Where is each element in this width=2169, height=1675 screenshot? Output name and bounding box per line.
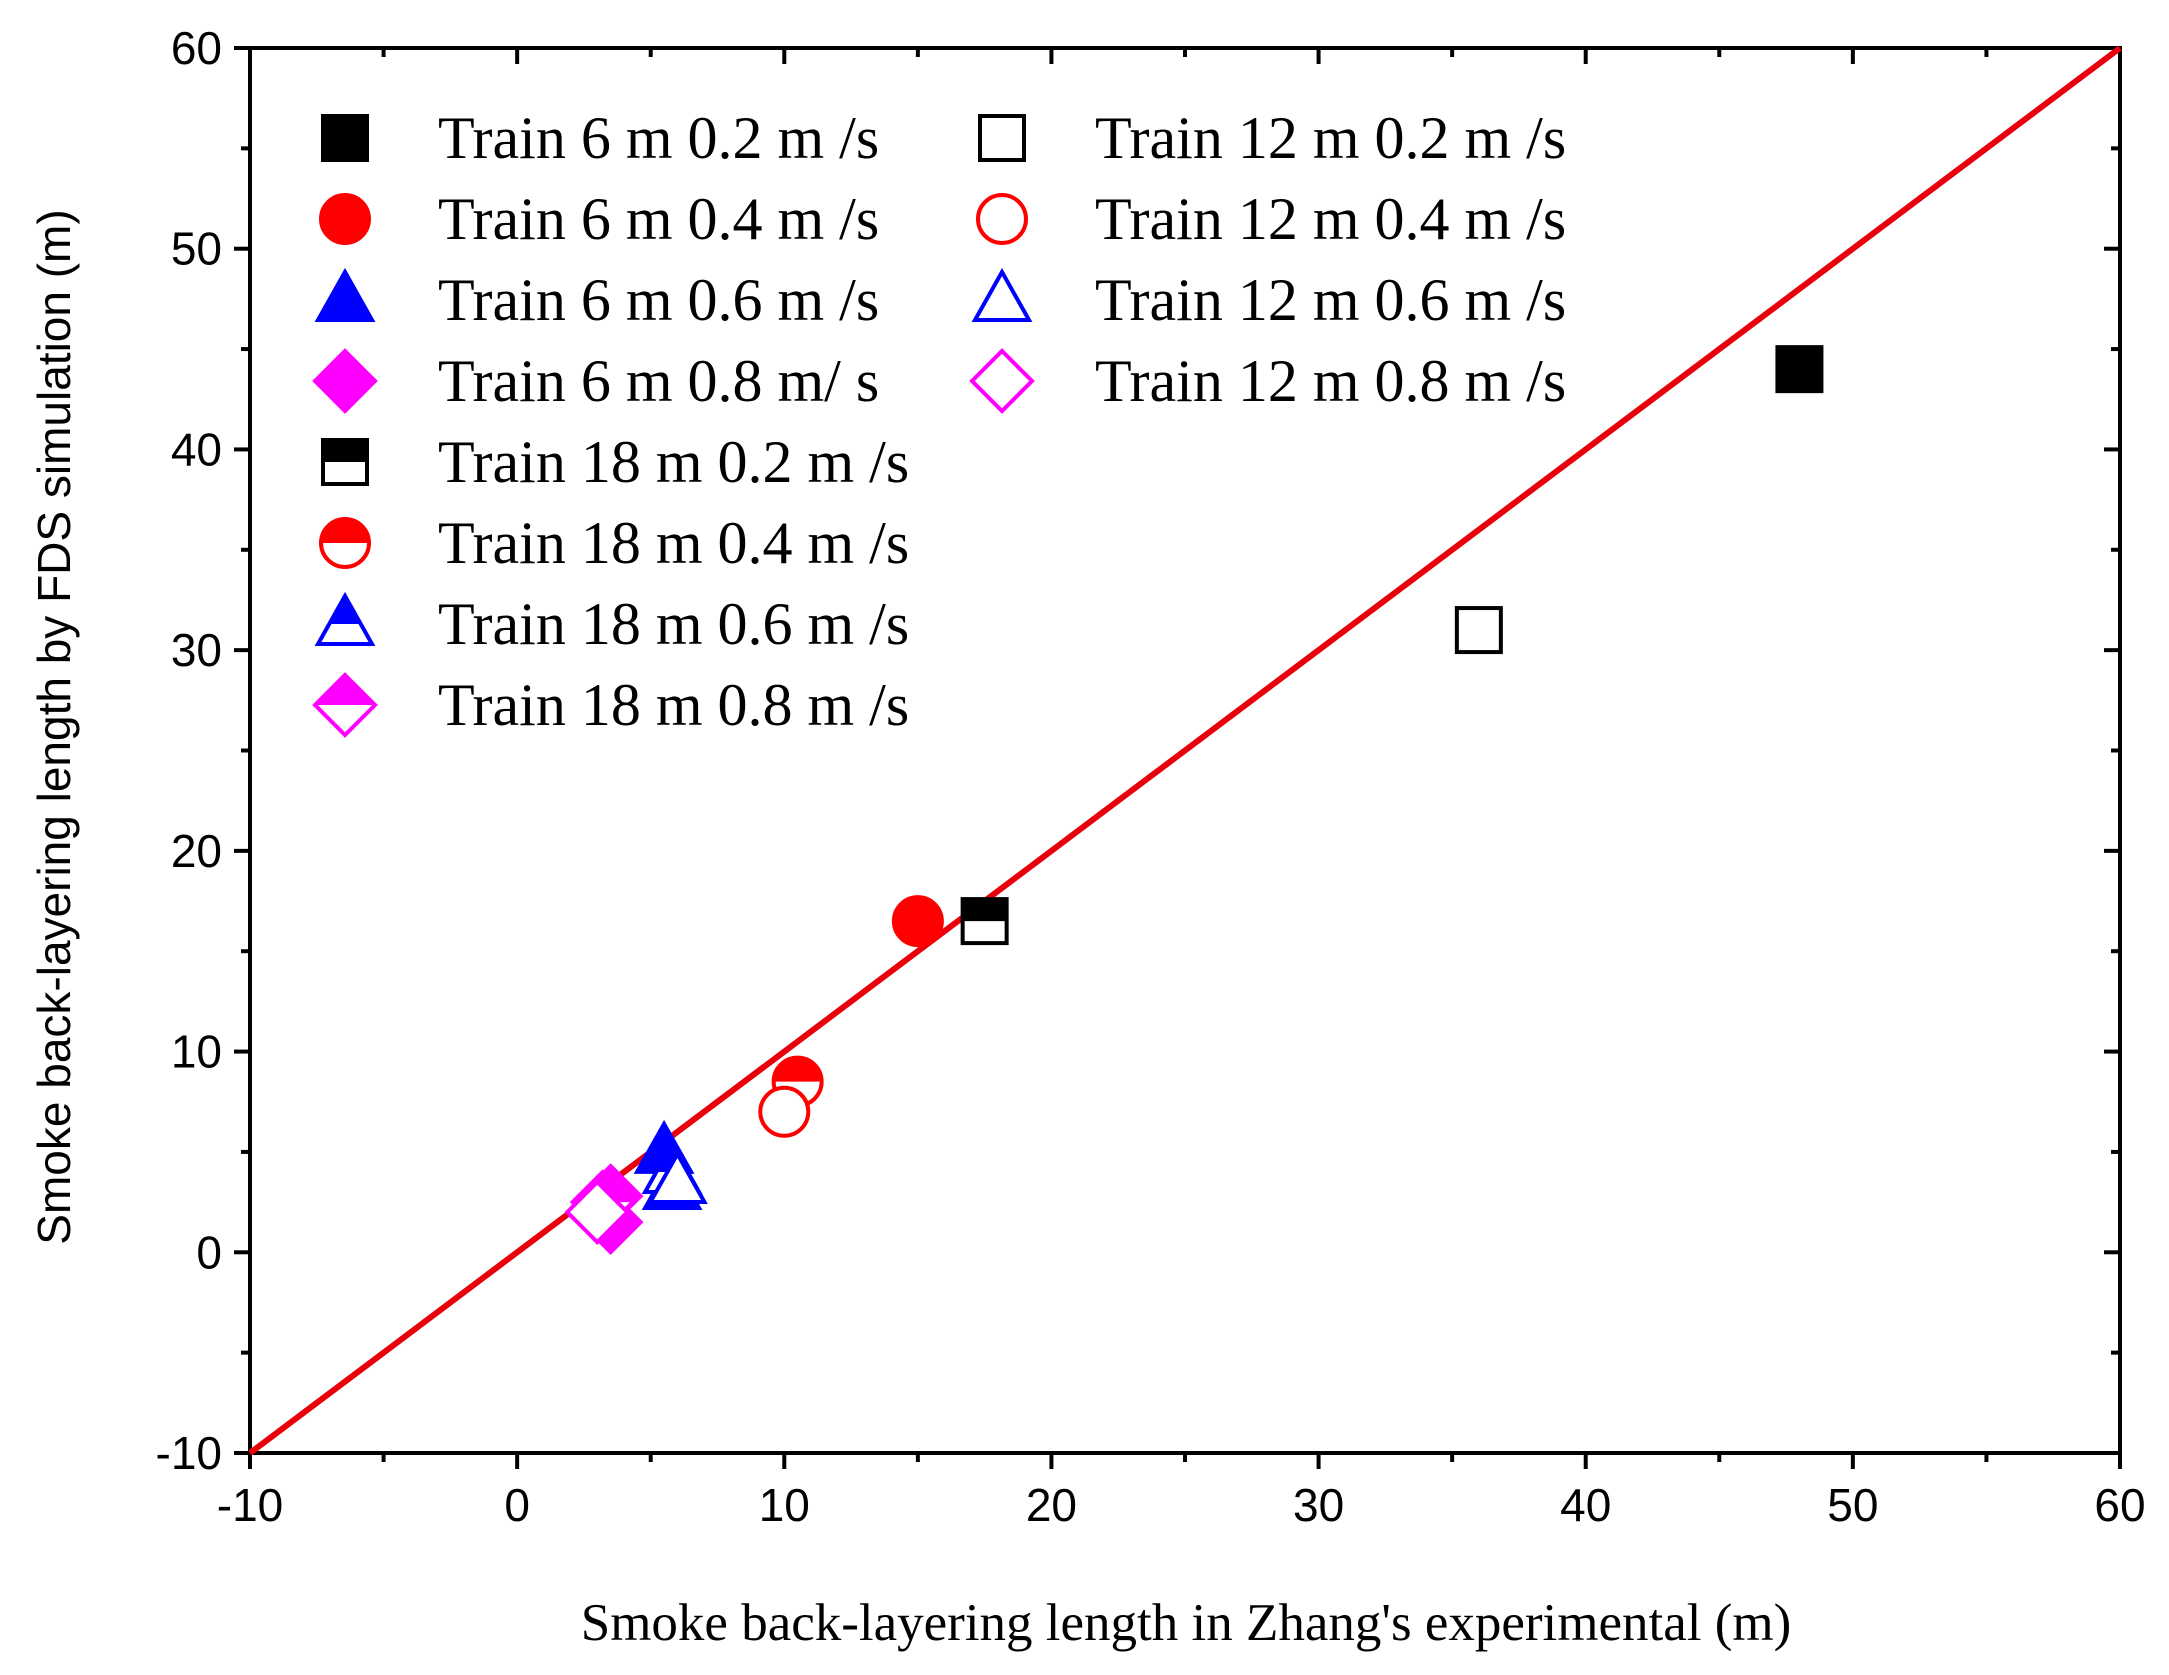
legend-marker [321,438,369,486]
legend-label: Train 12 m 0.2 m /s [1095,105,1566,171]
legend-marker [314,591,376,646]
legend-label: Train 6 m 0.4 m /s [438,186,879,252]
reference-line-layer [248,45,2122,1456]
x-tick-label: -10 [217,1479,283,1531]
legend-item: Train 6 m 0.2 m /s [321,105,879,171]
y-tick-label: 50 [171,223,222,275]
x-tick-label: 30 [1293,1479,1344,1531]
data-point [758,1085,811,1138]
legend-item: Train 6 m 0.8 m/ s [312,348,879,414]
y-axis-title: Smoke back-layering length by FDS simula… [28,209,80,1244]
legend-label: Train 18 m 0.4 m /s [438,510,909,576]
legend-item: Train 18 m 0.8 m /s [312,672,909,738]
y-tick-label: 30 [171,624,222,676]
y-tick-label: -10 [156,1427,222,1479]
legend-label: Train 12 m 0.4 m /s [1095,186,1566,252]
data-point [891,895,944,948]
legend-label: Train 12 m 0.6 m /s [1095,267,1566,333]
x-tick-label: 10 [759,1479,810,1531]
legend-label: Train 18 m 0.6 m /s [438,591,909,657]
legend-label: Train 6 m 0.8 m/ s [438,348,879,414]
legend-marker [312,348,378,414]
legend-label: Train 18 m 0.8 m /s [438,672,909,738]
y-tick-label: 60 [171,22,222,74]
legend-marker [319,193,371,245]
legend-item: Train 6 m 0.6 m /s [314,267,879,333]
x-tick-label: 50 [1827,1479,1878,1531]
legend-item: Train 12 m 0.2 m /s [978,105,1566,171]
legend-marker [971,267,1033,322]
data-point [647,1149,708,1205]
legend-label: Train 18 m 0.2 m /s [438,429,909,495]
legend-item: Train 18 m 0.4 m /s [319,510,909,576]
plot-area: -10 0 10 20 30 40 50 60 -10 0 10 20 30 40 50 60 [156,22,2146,1531]
legend-item: Train 12 m 0.8 m /s [969,348,1566,414]
legend-item: Train 12 m 0.6 m /s [971,267,1566,333]
legend-item: Train 18 m 0.2 m /s [321,429,909,495]
legend-marker [969,348,1035,414]
legend-marker [976,193,1028,245]
legend-marker [978,114,1026,162]
data-point [1454,606,1503,655]
y-tick-label: 0 [196,1226,222,1278]
data-point [1775,345,1824,394]
legend: Train 6 m 0.2 m /s Train 6 m 0.4 m /s Trai… [312,105,1566,738]
x-tick-label: 0 [504,1479,530,1531]
y-tick-label: 10 [171,1026,222,1078]
legend-label: Train 6 m 0.2 m /s [438,105,879,171]
data-point [960,897,1009,946]
legend-item: Train 6 m 0.4 m /s [319,186,879,252]
y-tick-label: 20 [171,825,222,877]
x-axis-title: Smoke back-layering length in Zhang's ex… [581,1594,1792,1652]
legend-item: Train 18 m 0.6 m /s [314,591,909,657]
legend-marker [312,672,378,738]
y-tick-label: 40 [171,423,222,475]
x-tick-label: 60 [2094,1479,2145,1531]
legend-marker [321,114,369,162]
legend-marker [319,517,371,569]
legend-label: Train 12 m 0.8 m /s [1095,348,1566,414]
data-points-layer [564,345,1824,1256]
x-tick-label: 20 [1026,1479,1077,1531]
data-point [564,1179,631,1245]
x-tick-label: 40 [1560,1479,1611,1531]
reference-line-y-equals-x [248,45,2122,1456]
legend-item: Train 12 m 0.4 m /s [976,186,1566,252]
legend-marker [314,267,376,322]
legend-label: Train 6 m 0.6 m /s [438,267,879,333]
